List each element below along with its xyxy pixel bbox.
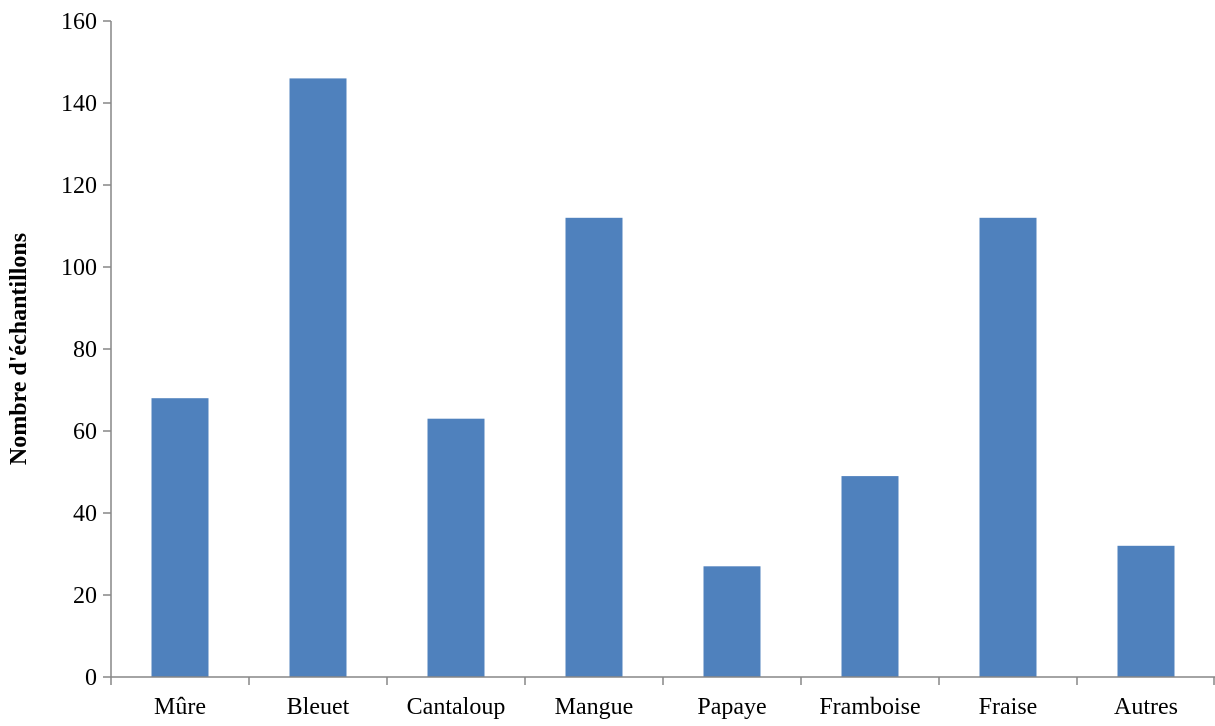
bar-1 — [289, 78, 347, 677]
y-axis: 0 20 40 60 80 100 120 140 160 — [61, 9, 112, 691]
bar-3 — [565, 217, 623, 678]
bar-4 — [703, 566, 761, 677]
y-tick-label-8: 160 — [61, 9, 97, 35]
x-axis: Mûre Bleuet Cantaloup Mangue Papaye Framboise… — [110, 676, 1215, 720]
y-axis-title: Nombre d'échantillons — [6, 233, 32, 465]
x-tick-label-2: Cantaloup — [407, 694, 506, 720]
bar-6 — [979, 217, 1037, 678]
x-tick-label-4: Papaye — [697, 694, 766, 720]
y-tick-label-1: 20 — [73, 583, 97, 609]
y-tick-label-2: 40 — [73, 501, 97, 527]
bar-2 — [427, 418, 485, 677]
bar-7 — [1117, 545, 1175, 677]
bar-0 — [151, 398, 209, 677]
bars-group — [151, 78, 1175, 678]
x-tick-label-1: Bleuet — [287, 694, 350, 720]
y-tick-label-6: 120 — [61, 173, 97, 199]
x-tick-label-7: Autres — [1114, 694, 1178, 720]
y-tick-label-4: 80 — [73, 337, 97, 363]
y-tick-label-0: 0 — [85, 665, 97, 691]
bar-5 — [841, 476, 899, 677]
x-tick-label-6: Fraise — [979, 694, 1038, 720]
x-tick-label-0: Mûre — [154, 694, 206, 720]
y-tick-label-7: 140 — [61, 91, 97, 117]
x-tick-label-3: Mangue — [555, 694, 634, 720]
x-tick-label-5: Framboise — [819, 694, 920, 720]
y-tick-label-5: 100 — [61, 255, 97, 281]
y-tick-label-3: 60 — [73, 419, 97, 445]
